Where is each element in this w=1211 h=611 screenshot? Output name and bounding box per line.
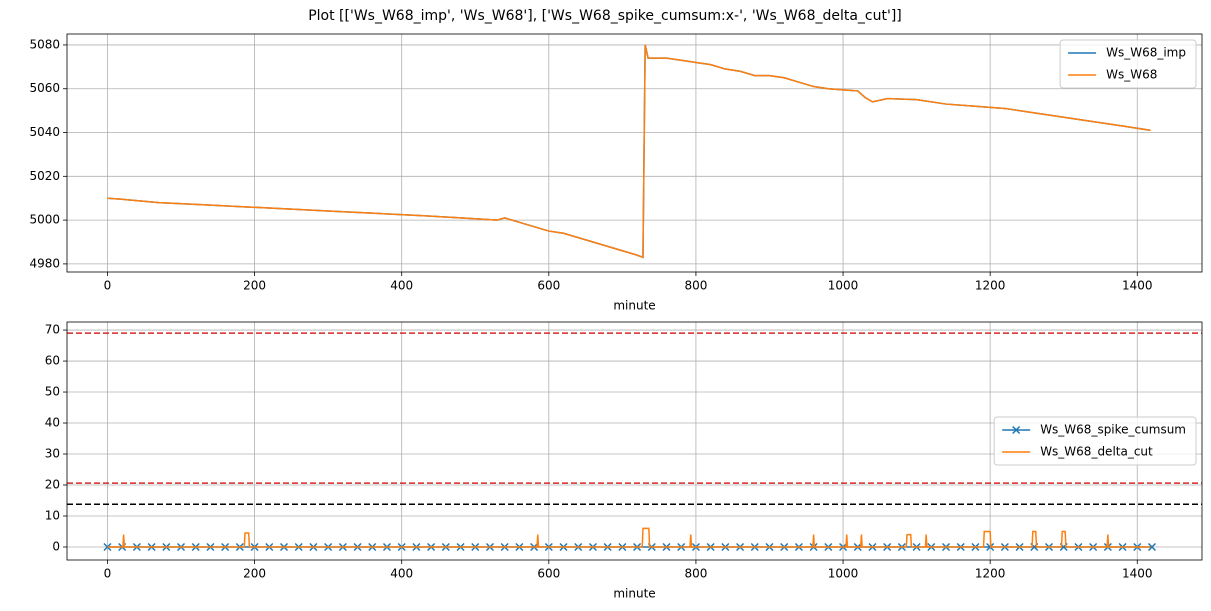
x-tick-label: 200 <box>243 567 266 581</box>
legend-box <box>1059 39 1197 89</box>
x-tick-label: 1200 <box>975 567 1006 581</box>
y-tick-label: 30 <box>45 447 60 461</box>
x-tick-label: 200 <box>243 279 266 293</box>
series-marker <box>1147 542 1157 552</box>
legend-label: Ws_W68_imp <box>1106 46 1186 60</box>
legend-box <box>993 416 1197 466</box>
series-line <box>107 44 1151 259</box>
legend-label: Ws_W68_spike_cumsum <box>1040 423 1186 437</box>
x-tick-label: 1400 <box>1122 567 1153 581</box>
plot-frame <box>66 321 1203 561</box>
y-tick-label: 4980 <box>29 256 60 270</box>
x-tick-label: 0 <box>104 567 112 581</box>
y-tick-label: 70 <box>45 323 60 337</box>
x-axis-label: minute <box>613 299 655 313</box>
x-tick-label: 600 <box>537 567 560 581</box>
x-tick-label: 1400 <box>1122 279 1153 293</box>
legend-label: Ws_W68 <box>1106 68 1157 82</box>
y-tick-label: 5080 <box>29 37 60 51</box>
legend-marker <box>1012 425 1021 435</box>
legend: Ws_W68_imp Ws_W68 <box>1059 39 1197 89</box>
x-tick-label: 400 <box>390 567 413 581</box>
y-tick-label: 5020 <box>29 169 60 183</box>
y-tick-label: 5040 <box>29 125 60 139</box>
x-tick-label: 800 <box>684 279 707 293</box>
x-tick-label: 1000 <box>828 279 859 293</box>
x-tick-label: 600 <box>537 279 560 293</box>
legend: Ws_W68_spike_cumsum Ws_W68_delta_cut <box>993 416 1197 466</box>
y-tick-label: 10 <box>45 508 60 522</box>
x-axis-label: minute <box>613 587 655 601</box>
x-tick-label: 1200 <box>975 279 1006 293</box>
x-tick-label: 800 <box>684 567 707 581</box>
series-line <box>107 44 1151 259</box>
y-tick-label: 5060 <box>29 81 60 95</box>
legend-label: Ws_W68_delta_cut <box>1040 445 1153 459</box>
y-tick-label: 5000 <box>29 213 60 227</box>
figure-title: Plot [['Ws_W68_imp', 'Ws_W68'], ['Ws_W68… <box>308 8 902 24</box>
x-tick-label: 0 <box>104 279 112 293</box>
plot-frame <box>66 33 1203 273</box>
x-tick-label: 400 <box>390 279 413 293</box>
y-tick-label: 20 <box>45 478 60 492</box>
y-tick-label: 40 <box>45 416 60 430</box>
series-line <box>107 527 1151 548</box>
y-tick-label: 60 <box>45 354 60 368</box>
x-tick-label: 1000 <box>828 567 859 581</box>
y-tick-label: 0 <box>52 539 60 553</box>
y-tick-label: 50 <box>45 385 60 399</box>
